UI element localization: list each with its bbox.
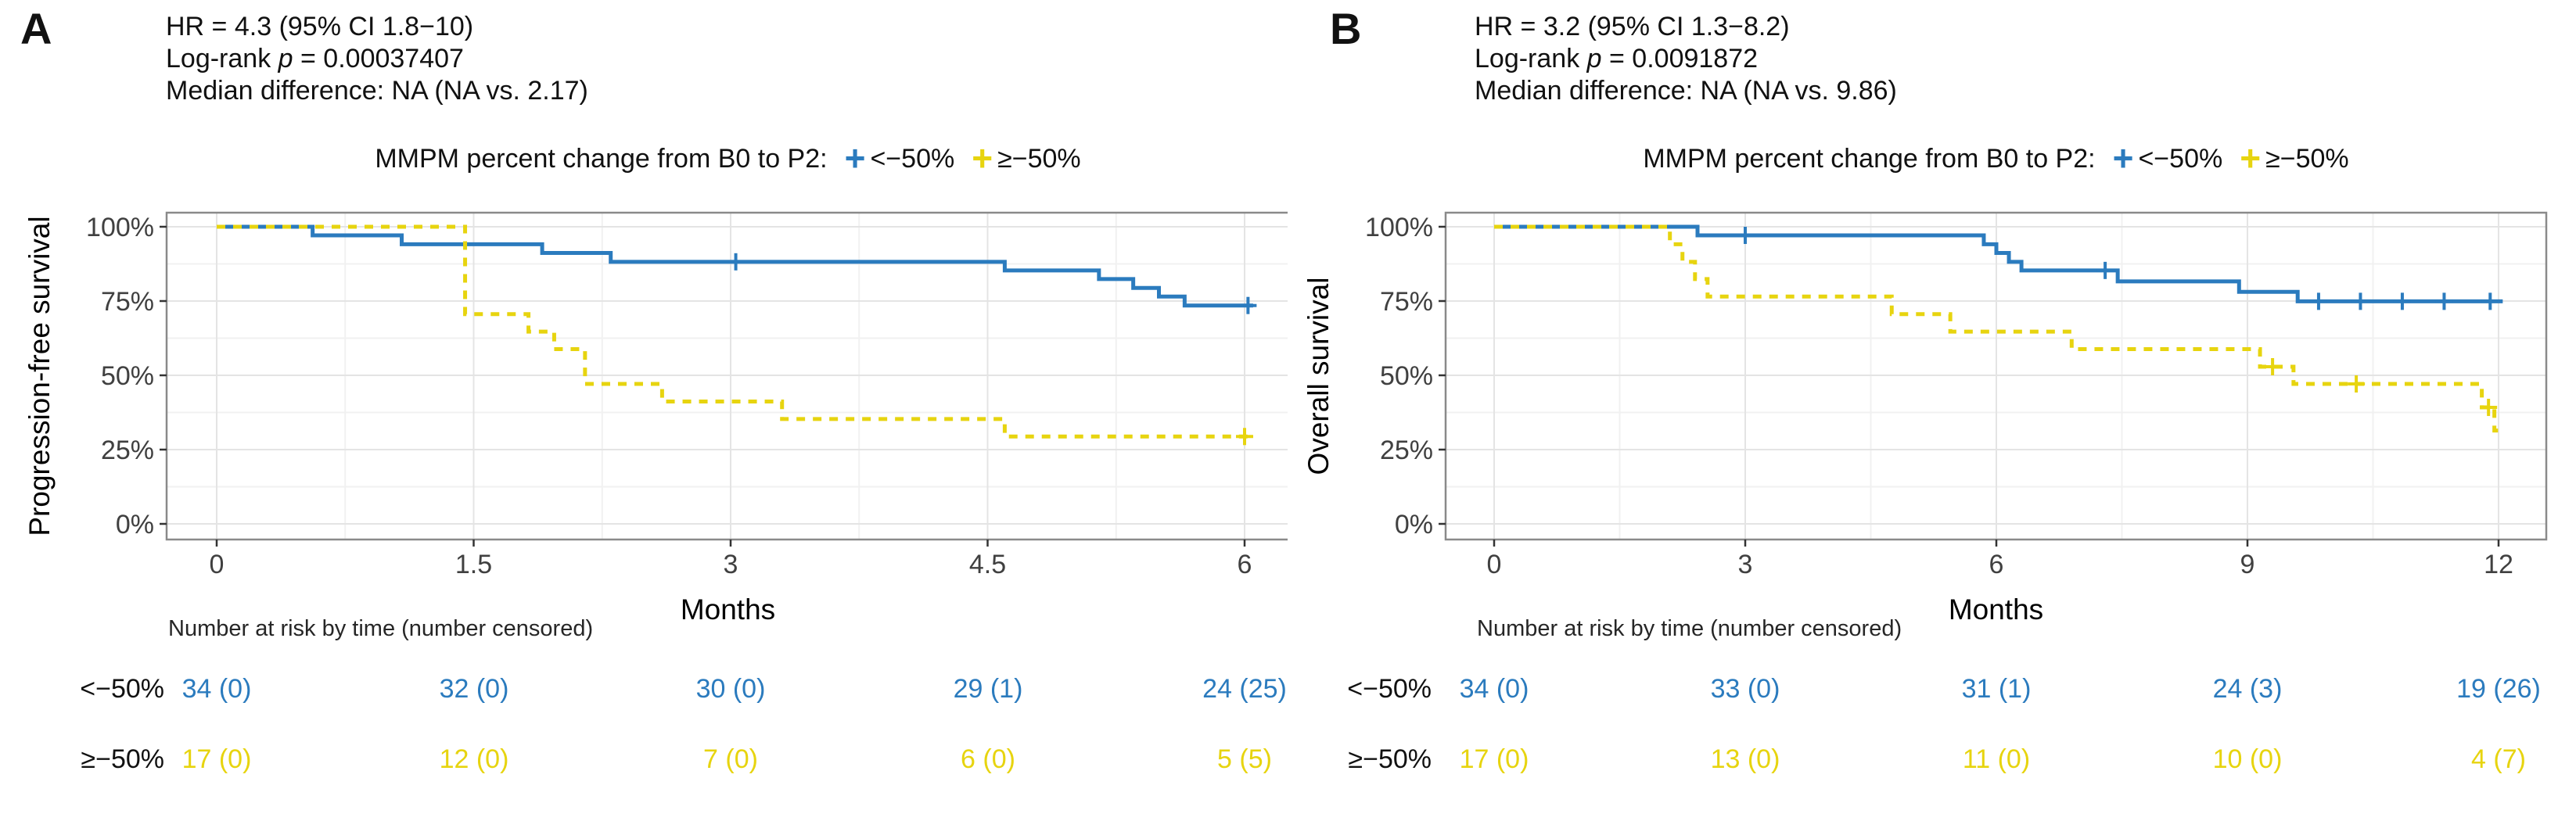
censor-marks-1: [2264, 357, 2498, 417]
x-axis-title: Months: [1949, 593, 2043, 626]
survival-curve-0: [217, 224, 1253, 308]
x-tick-label: 1.5: [455, 550, 492, 579]
censor-marks-0: [727, 253, 1257, 314]
risk-value: 6 (0): [961, 744, 1015, 774]
risk-row-label: <−50%: [1347, 674, 1432, 704]
survival-curve-1: [217, 224, 1248, 439]
x-tick-label: 3: [1738, 550, 1753, 579]
y-tick-label: 25%: [1380, 436, 1433, 465]
legend-title: MMPM percent change from B0 to P2:: [1643, 144, 2096, 174]
y-tick-label: 75%: [1380, 287, 1433, 317]
legend-item-ge50: + ≥−50%: [972, 137, 1081, 178]
risk-value: 31 (1): [1961, 674, 2032, 704]
risk-value: 29 (1): [953, 674, 1023, 704]
y-tick-label: 100%: [1365, 213, 1433, 242]
legend-b: MMPM percent change from B0 to P2: + <−50…: [1446, 137, 2546, 178]
legend-item-ge50: + ≥−50%: [2240, 137, 2349, 178]
logrank-stat: Log-rank p = 0.00037407: [166, 44, 464, 73]
risk-value: 24 (3): [2212, 674, 2283, 704]
risk-value: 30 (0): [695, 674, 766, 704]
y-tick-label: 0%: [116, 510, 154, 540]
censor-marks-1: [1236, 428, 1253, 446]
risk-row-label: <−50%: [80, 674, 164, 704]
censor-marks-0: [1737, 227, 2499, 310]
y-tick-label: 50%: [101, 361, 154, 391]
stats-block-a: HR = 4.3 (95% CI 1.8−10) Log-rank p = 0.…: [166, 11, 588, 107]
x-tick-label: 4.5: [969, 550, 1006, 579]
stats-block-b: HR = 3.2 (95% CI 1.3−8.2) Log-rank p = 0…: [1475, 11, 1897, 107]
logrank-stat: Log-rank p = 0.0091872: [1475, 44, 1759, 73]
km-plot-a: 0 1.5 3 4.5 6 0% 25% 50% 75% 100% Months Progressio…: [23, 211, 1288, 626]
axes: 0 3 6 9 12 0% 25% 50% 75% 100%: [1365, 213, 2513, 579]
panel-label-b: B: [1330, 4, 1362, 53]
axes: 0 1.5 3 4.5 6 0% 25% 50% 75% 100%: [86, 213, 1252, 579]
risk-value: 17 (0): [181, 744, 252, 774]
risk-value: 12 (0): [439, 744, 509, 774]
survival-curve-1: [1494, 224, 2499, 433]
risk-value: 34 (0): [1459, 674, 1529, 704]
hr-stat: HR = 3.2 (95% CI 1.3−8.2): [1475, 12, 1790, 41]
risk-row-label: ≥−50%: [81, 744, 164, 774]
y-tick-label: 100%: [86, 213, 154, 242]
gridlines: [167, 213, 1288, 540]
x-tick-label: 3: [724, 550, 738, 579]
x-tick-label: 12: [2484, 550, 2513, 579]
legend-a: MMPM percent change from B0 to P2: + <−50…: [167, 137, 1289, 178]
risk-value: 10 (0): [2212, 744, 2283, 774]
panel-label-a: A: [20, 4, 52, 53]
x-tick-label: 0: [210, 550, 225, 579]
risk-table-title: Number at risk by time (number censored): [168, 616, 594, 641]
risk-value: 17 (0): [1459, 744, 1529, 774]
legend-item-lt50: + <−50%: [2112, 137, 2223, 178]
y-tick-label: 25%: [101, 436, 154, 465]
hr-stat: HR = 4.3 (95% CI 1.8−10): [166, 12, 474, 41]
risk-row-label: ≥−50%: [1348, 744, 1432, 774]
risk-value: 4 (7): [2471, 744, 2526, 774]
risk-value: 24 (25): [1202, 674, 1287, 704]
x-tick-label: 6: [1238, 550, 1252, 579]
panel-a: A HR = 4.3 (95% CI 1.8−10) Log-rank p = …: [20, 4, 1289, 774]
risk-value: 11 (0): [1962, 744, 2031, 774]
median-diff-stat: Median difference: NA (NA vs. 9.86): [1475, 76, 1897, 106]
risk-value: 34 (0): [181, 674, 252, 704]
risk-value: 33 (0): [1710, 674, 1780, 704]
legend-title: MMPM percent change from B0 to P2:: [375, 144, 828, 174]
x-tick-label: 6: [1989, 550, 2004, 579]
risk-value: 5 (5): [1217, 744, 1272, 774]
risk-table-title: Number at risk by time (number censored): [1477, 616, 1902, 641]
risk-value: 32 (0): [439, 674, 509, 704]
risk-value: 7 (0): [703, 744, 758, 774]
gridlines: [1446, 213, 2546, 540]
survival-curve-0: [1494, 224, 2503, 303]
median-diff-stat: Median difference: NA (NA vs. 2.17): [166, 76, 588, 106]
y-tick-label: 75%: [101, 287, 154, 317]
km-plot-b: 0 3 6 9 12 0% 25% 50% 75% 100% Months Overall survi…: [1302, 211, 2548, 626]
y-tick-label: 50%: [1380, 361, 1433, 391]
x-tick-label: 9: [2240, 550, 2255, 579]
y-tick-label: 0%: [1395, 510, 1433, 540]
risk-value: 19 (26): [2456, 674, 2541, 704]
x-axis-title: Months: [681, 593, 775, 626]
legend-item-lt50: + <−50%: [844, 137, 955, 178]
y-axis-title: Progression-free survival: [23, 216, 56, 536]
x-tick-label: 0: [1487, 550, 1502, 579]
y-axis-title: Overall survival: [1302, 278, 1335, 475]
risk-value: 13 (0): [1710, 744, 1780, 774]
